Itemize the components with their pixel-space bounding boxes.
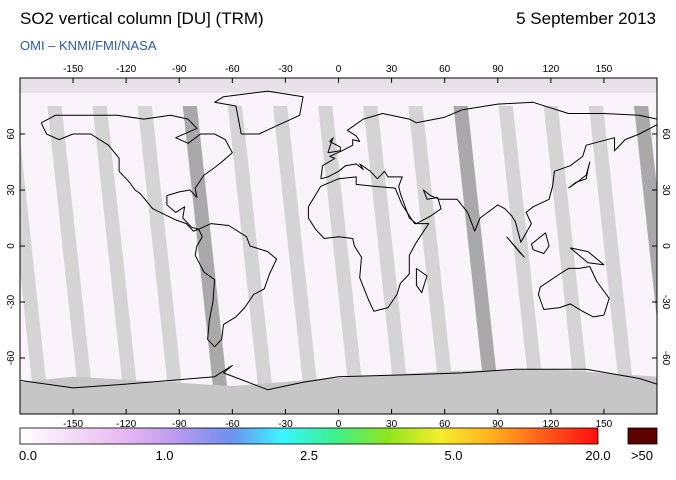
lon-tick-label: 120 bbox=[542, 419, 559, 430]
lon-tick-label: -30 bbox=[278, 419, 293, 430]
lon-tick-label: 90 bbox=[492, 64, 504, 75]
colorbar-gradient bbox=[19, 427, 599, 445]
colorbar-label: 20.0 bbox=[585, 448, 611, 463]
orbit-swath bbox=[273, 106, 318, 386]
map-title: SO2 vertical column [DU] (TRM) bbox=[20, 9, 264, 28]
lon-tick-label: -150 bbox=[63, 64, 83, 75]
orbit-swath bbox=[543, 106, 588, 386]
orbit-swath bbox=[20, 138, 47, 386]
lon-tick-label: -60 bbox=[225, 419, 240, 430]
lon-tick-label: -90 bbox=[172, 64, 187, 75]
lat-tick-label: -30 bbox=[660, 295, 671, 310]
lon-tick-label: -120 bbox=[116, 64, 136, 75]
coastline bbox=[194, 223, 278, 348]
lon-tick-label: -150 bbox=[63, 419, 83, 430]
orbit-swath bbox=[408, 106, 453, 386]
lon-tick-label: 120 bbox=[542, 64, 559, 75]
colorbar-label: 1.0 bbox=[155, 448, 174, 463]
lat-tick-label: 0 bbox=[660, 243, 671, 249]
coastline bbox=[214, 90, 304, 135]
colorbar-label: 5.0 bbox=[444, 448, 463, 463]
latitude-ticks-right: 60 30 0 -30 -60 bbox=[652, 128, 671, 366]
colorbar-overflow-box bbox=[627, 427, 658, 445]
coastline bbox=[415, 267, 428, 294]
map-area bbox=[20, 78, 657, 414]
coastline bbox=[307, 176, 430, 312]
coastline bbox=[40, 114, 233, 232]
lon-tick-label: 90 bbox=[492, 419, 504, 430]
coastline bbox=[327, 137, 341, 154]
colorbar-overflow-label: >50 bbox=[630, 448, 654, 463]
lat-tick-label: -30 bbox=[6, 294, 17, 309]
coastline bbox=[530, 232, 550, 254]
orbit-swath bbox=[92, 106, 137, 386]
coastline bbox=[537, 266, 610, 318]
orbit-swaths bbox=[20, 106, 657, 386]
map-date: 5 September 2013 bbox=[516, 9, 656, 28]
coastline bbox=[320, 101, 657, 243]
lon-tick-label: 30 bbox=[386, 64, 398, 75]
longitude-ticks-top: -150 -120 -90 -60 -30 0 30 60 90 120 150 bbox=[63, 64, 613, 83]
coastline bbox=[506, 236, 525, 258]
lon-tick-label: 0 bbox=[336, 419, 342, 430]
lat-tick-label: 0 bbox=[6, 243, 17, 249]
lon-tick-label: 150 bbox=[596, 64, 613, 75]
longitude-ticks-bottom: -150 -120 -90 -60 -30 0 30 60 90 120 150 bbox=[63, 409, 613, 430]
lon-tick-label: 60 bbox=[439, 64, 451, 75]
coastline bbox=[20, 365, 657, 391]
lon-tick-label: -30 bbox=[278, 64, 293, 75]
antarctic-no-data bbox=[20, 369, 657, 414]
colorbar-label: 2.5 bbox=[299, 448, 319, 463]
lon-tick-label: 0 bbox=[336, 64, 342, 75]
orbit-swath bbox=[498, 106, 543, 386]
lat-tick-label: 30 bbox=[660, 184, 671, 196]
colorbar-label: 0.0 bbox=[18, 448, 38, 463]
lat-tick-label: 30 bbox=[6, 184, 17, 196]
lon-tick-label: 30 bbox=[386, 419, 398, 430]
data-credit: OMI – KNMI/FMI/NASA bbox=[20, 38, 157, 53]
lat-tick-label: 60 bbox=[6, 128, 17, 140]
lon-tick-label: -60 bbox=[225, 64, 240, 75]
lat-tick-label: 60 bbox=[660, 128, 671, 140]
coastline bbox=[568, 161, 591, 189]
lat-tick-label: -60 bbox=[6, 350, 17, 365]
orbit-swath bbox=[182, 106, 228, 386]
lon-tick-label: 150 bbox=[596, 419, 613, 430]
orbit-swath bbox=[137, 106, 182, 386]
lat-tick-label: -60 bbox=[660, 351, 671, 366]
coastline bbox=[569, 247, 605, 266]
orbit-swath bbox=[588, 106, 634, 386]
orbit-swath bbox=[453, 106, 498, 386]
orbit-swath bbox=[633, 106, 657, 321]
lon-tick-label: 60 bbox=[439, 419, 451, 430]
latitude-ticks-left: 60 30 0 -30 -60 bbox=[6, 128, 25, 365]
lon-tick-label: -120 bbox=[116, 419, 136, 430]
lon-tick-label: -90 bbox=[172, 419, 187, 430]
coastlines bbox=[20, 90, 657, 391]
orbit-swath bbox=[47, 106, 92, 386]
